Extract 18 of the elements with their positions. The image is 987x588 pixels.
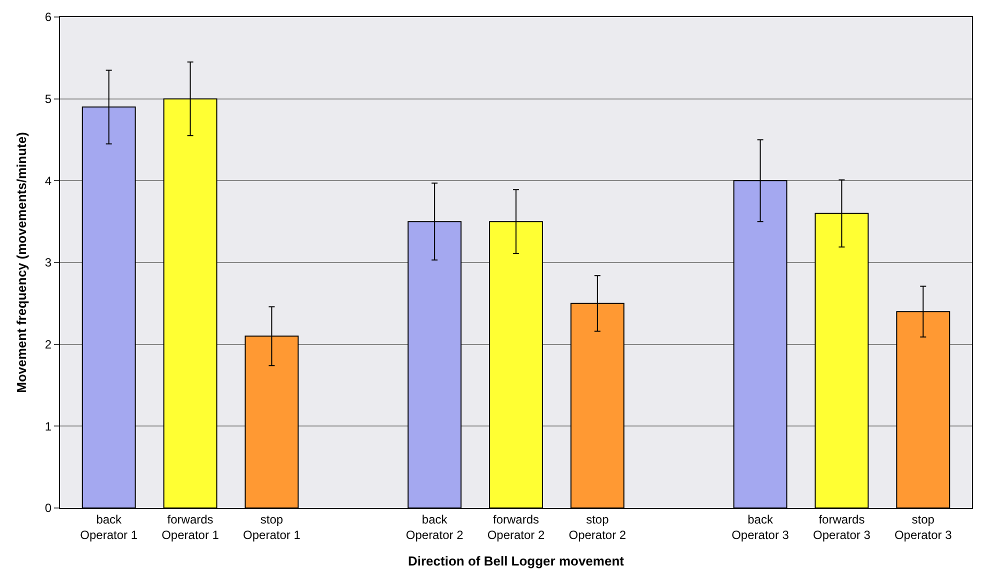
x-tick-label: back Operator 1 (80, 512, 138, 542)
y-tick-label: 1 (44, 419, 52, 434)
x-axis-title: Direction of Bell Logger movement (408, 554, 625, 569)
x-tick-label: stop Operator 2 (568, 512, 626, 542)
x-tick-label: back Operator 2 (406, 512, 464, 542)
y-tick-label: 5 (44, 92, 52, 106)
y-tick-label: 0 (44, 501, 52, 516)
y-tick-label: 3 (44, 256, 52, 270)
y-tick-label: 6 (44, 10, 52, 24)
x-tick-label: stop Operator 1 (243, 512, 301, 542)
y-tick-label: 2 (44, 338, 52, 352)
y-axis-title: Movement frequency (movements/minute) (14, 132, 29, 393)
x-tick-label: forwards Operator 2 (487, 512, 545, 542)
x-tick-label: stop Operator 3 (894, 512, 952, 542)
x-tick-label: forwards Operator 3 (813, 512, 871, 542)
y-tick-label: 4 (44, 174, 52, 188)
x-tick-label: back Operator 3 (732, 512, 790, 542)
x-tick-label: forwards Operator 1 (162, 512, 220, 542)
